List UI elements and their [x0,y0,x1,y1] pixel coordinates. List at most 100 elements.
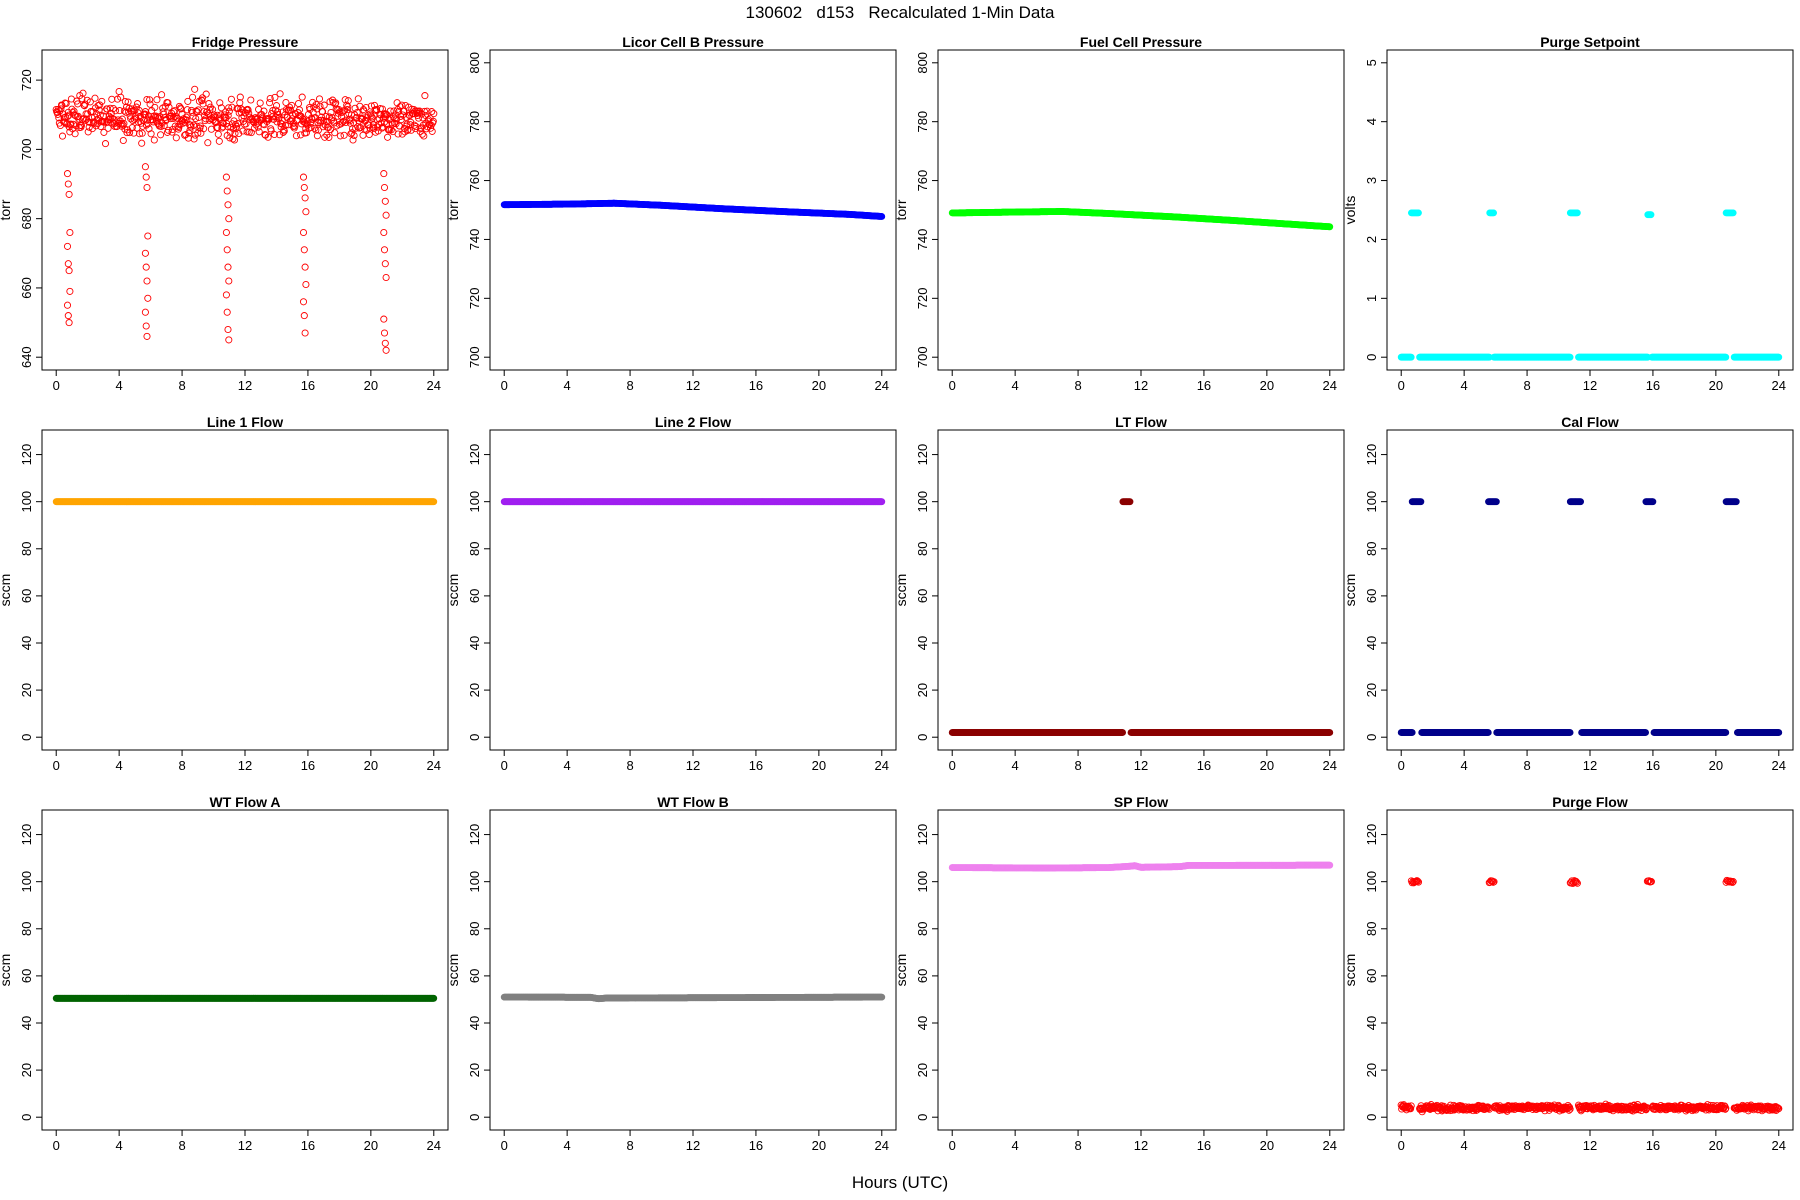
data-point [190,135,198,143]
data-point [117,93,125,101]
y-tick-label: 780 [915,111,930,133]
data-point [127,115,135,123]
data-point [245,109,253,117]
y-tick-label: 720 [19,69,34,91]
data-point [119,136,127,145]
y-axis-label: sccm [0,574,13,607]
data-point [217,104,225,112]
data-point [67,120,75,128]
y-tick-label: 120 [19,444,34,466]
data-point [281,121,289,129]
data-point [80,101,88,109]
data-point [381,260,389,268]
x-tick-label: 8 [1074,378,1081,393]
series-points [52,498,438,506]
data-point [224,201,232,209]
data-point [71,130,79,138]
data-point [86,118,94,126]
data-point [1566,353,1574,361]
data-point [136,130,144,138]
y-tick-label: 800 [915,52,930,74]
data-point [158,119,166,127]
data-point [260,107,268,115]
data-point [380,329,389,337]
data-point [362,103,370,112]
data-point [343,101,351,109]
data-point [301,329,309,337]
x-tick-label: 24 [1323,758,1337,773]
data-point [142,263,150,271]
data-point [144,232,152,240]
y-tick-label: 40 [467,636,482,650]
data-point [190,121,198,129]
data-point [121,97,129,106]
x-tick-label: 0 [1398,378,1405,393]
data-point [227,95,235,103]
data-point [390,107,398,115]
data-point [224,111,232,120]
data-point [381,197,389,205]
data-point [256,99,264,107]
data-point [320,101,328,109]
y-tick-label: 720 [915,287,930,309]
data-point [194,106,202,114]
y-tick-label: 640 [19,346,34,368]
x-tick-label: 24 [427,758,441,773]
data-point [325,133,333,141]
x-tick-label: 8 [1523,378,1530,393]
data-point [65,319,73,327]
data-point [255,128,263,136]
data-point [280,127,288,135]
y-tick-label: 40 [19,636,34,650]
data-point [198,97,206,105]
x-tick-label: 20 [812,378,826,393]
data-point [313,132,321,140]
data-point [65,190,73,198]
data-point [64,312,72,320]
x-tick-label: 12 [238,758,252,773]
data-point [101,140,110,148]
data-point [337,120,345,128]
x-tick-label: 0 [501,378,508,393]
x-tick-label: 16 [1197,378,1211,393]
data-point [161,102,169,110]
data-point [96,101,104,109]
data-point [421,111,429,119]
data-point [428,127,436,135]
y-tick-label: 20 [467,683,482,697]
data-point [164,99,172,107]
data-point [382,211,390,219]
data-point [138,129,146,137]
data-point [66,287,74,295]
data-point [1407,353,1415,361]
data-point [331,129,339,137]
data-point [128,105,136,113]
y-tick-label: 3 [1364,177,1379,184]
y-tick-label: 20 [915,683,930,697]
data-point [170,108,178,116]
data-point [299,298,308,306]
data-point [380,228,388,237]
y-tick-label: 0 [1364,354,1379,361]
y-tick-label: 100 [915,491,930,513]
plot-frame [41,49,449,371]
data-point [380,246,389,254]
y-tick-label: 760 [915,170,930,192]
data-point [141,163,149,171]
data-point [334,112,342,120]
data-point [309,98,317,106]
data-point [236,93,244,101]
x-tick-label: 16 [749,758,763,773]
data-point [189,93,197,101]
data-point [160,122,168,130]
data-point [153,96,161,104]
data-point [321,133,329,141]
data-point [184,97,192,105]
data-point [206,103,214,111]
data-point [109,104,117,113]
x-tick-label: 4 [116,378,123,393]
data-point [300,246,308,254]
data-point [354,95,362,103]
